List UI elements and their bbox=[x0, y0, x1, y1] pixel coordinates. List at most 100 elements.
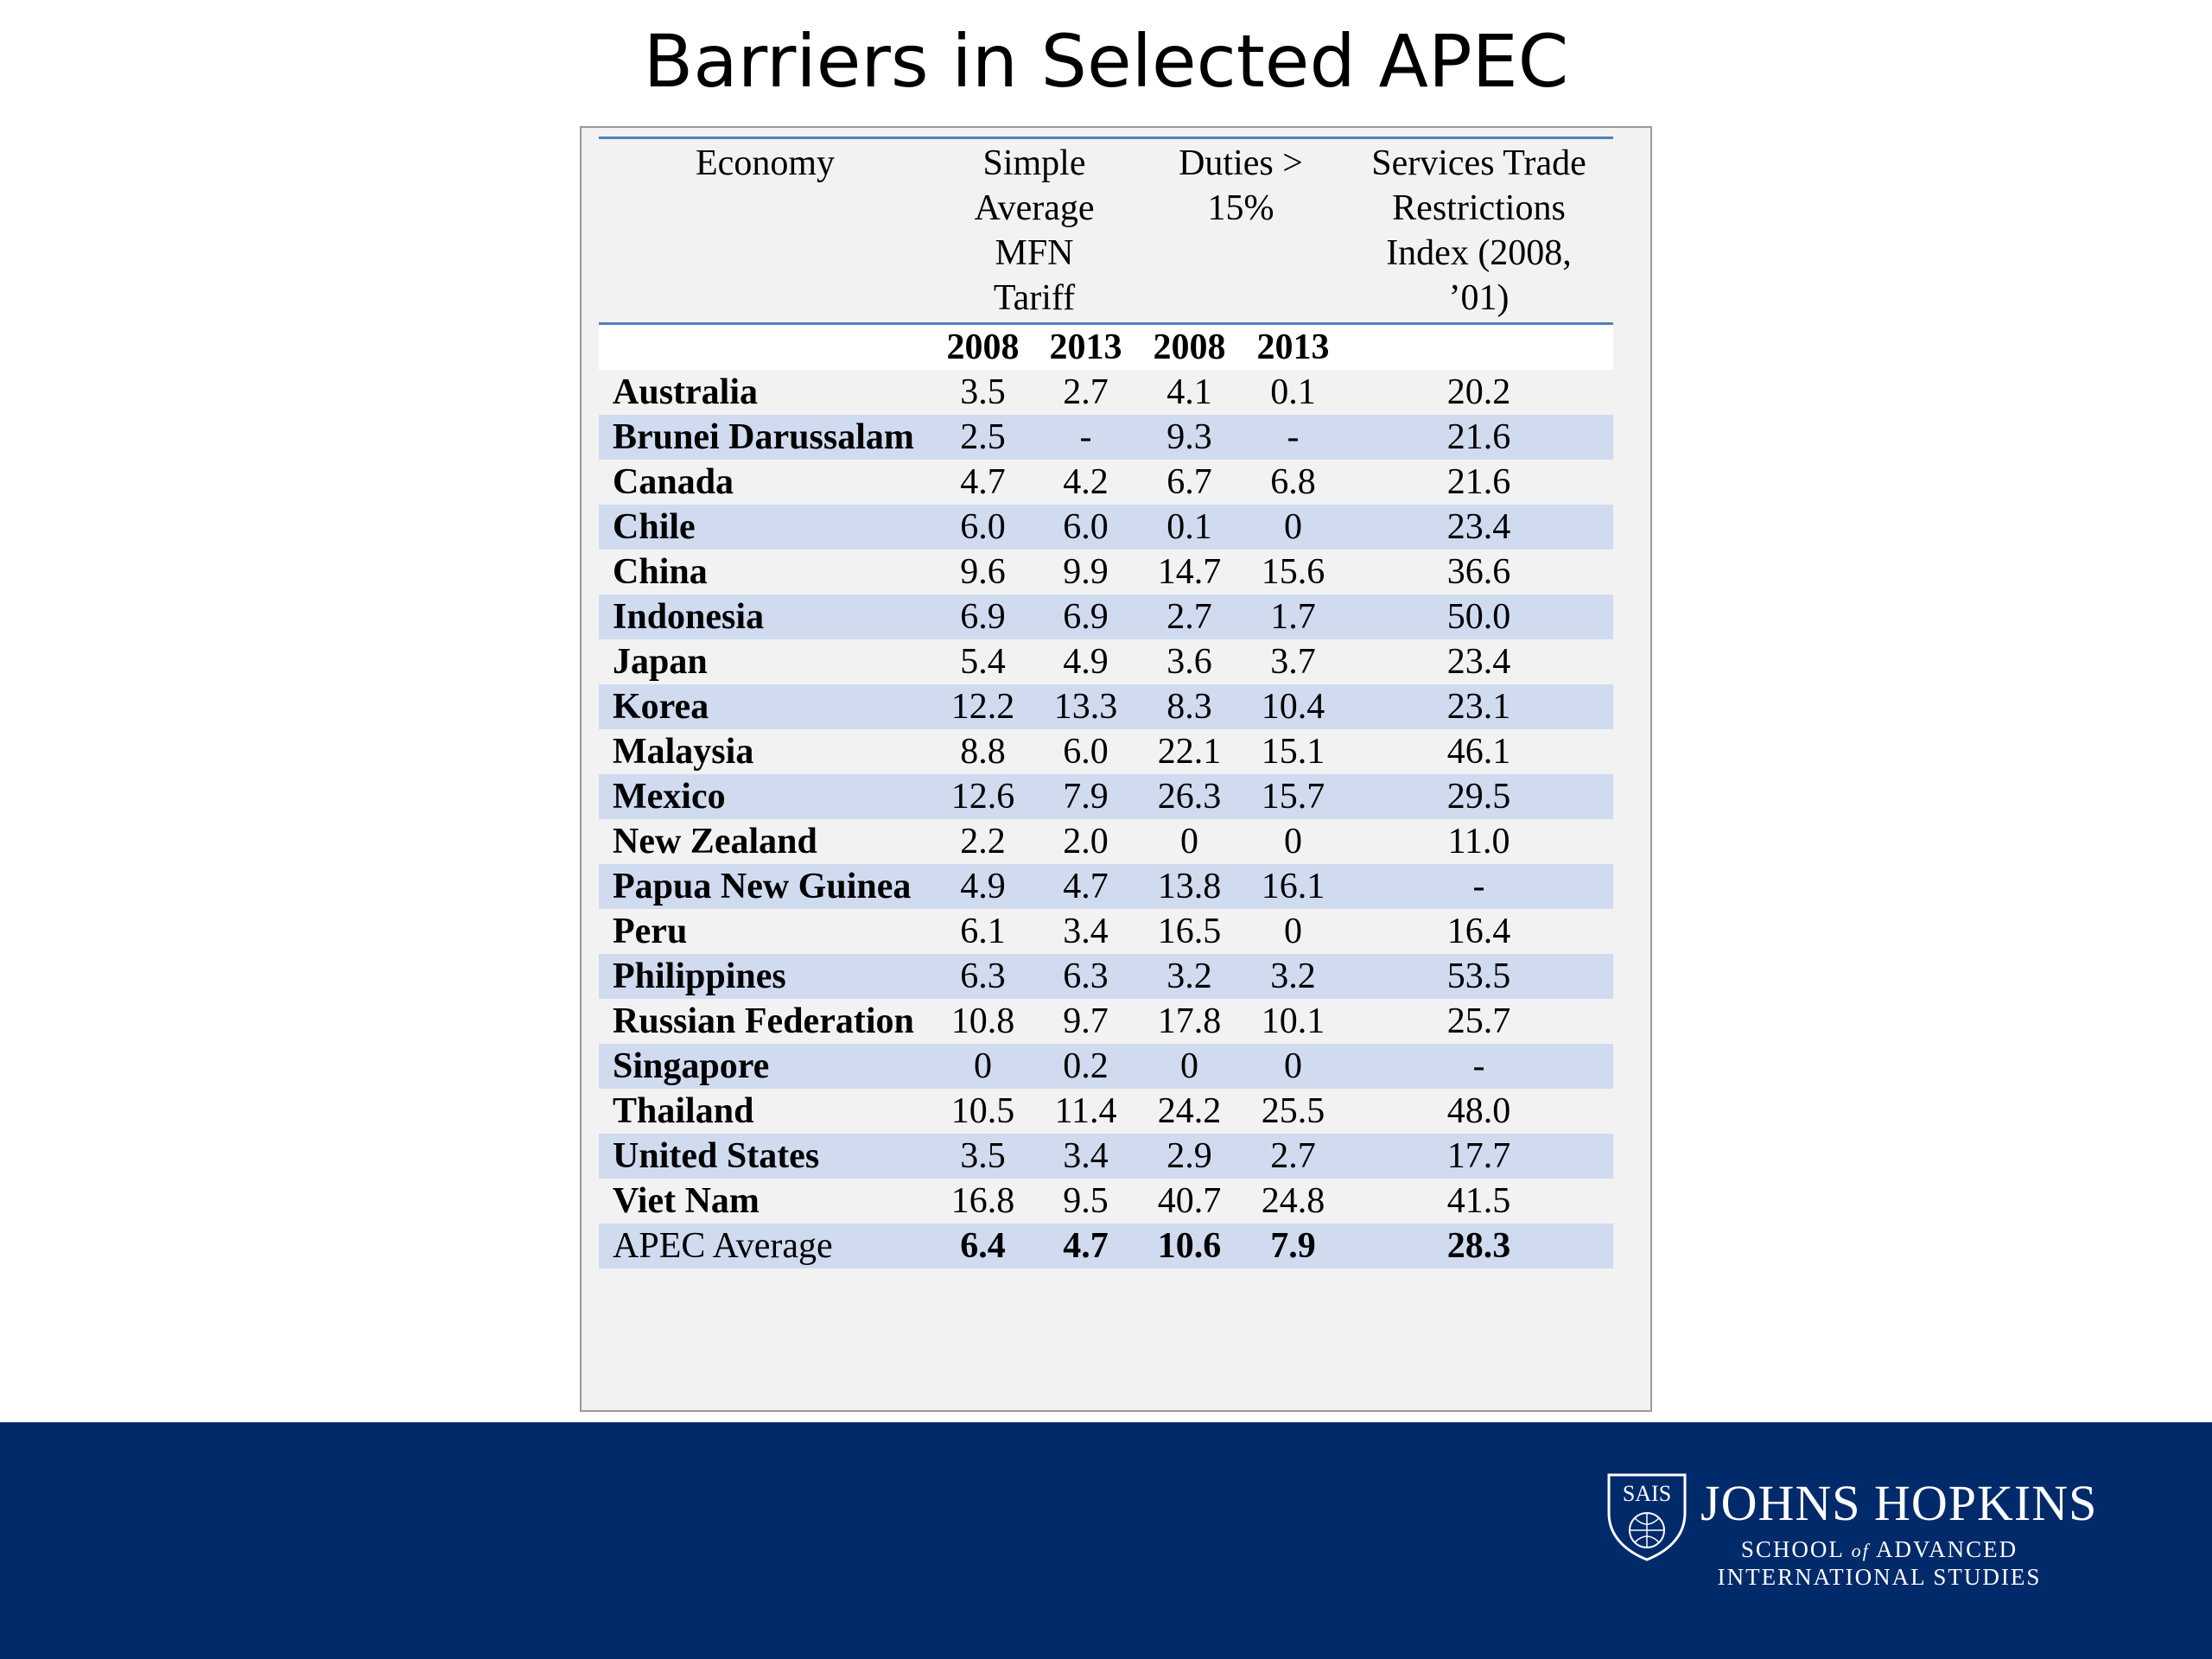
value-cell: 17.7 bbox=[1344, 1134, 1613, 1179]
data-row: Canada 4.7 4.2 6.7 6.8 21.6 bbox=[599, 460, 1613, 505]
value-cell: 3.4 bbox=[1034, 909, 1137, 954]
data-row: New Zealand 2.2 2.0 0 0 11.0 bbox=[599, 819, 1613, 864]
header-line: Index (2008, bbox=[1386, 233, 1572, 273]
economy-cell: Viet Nam bbox=[599, 1179, 931, 1224]
value-cell: 53.5 bbox=[1344, 954, 1613, 999]
value-cell: 11.0 bbox=[1344, 819, 1613, 864]
value-cell: 2.7 bbox=[1137, 594, 1242, 639]
value-cell: 0 bbox=[1242, 505, 1344, 550]
header-line: Economy bbox=[696, 143, 835, 183]
value-cell: 5.4 bbox=[931, 639, 1034, 684]
value-cell: 22.1 bbox=[1137, 729, 1242, 774]
value-cell: 25.5 bbox=[1242, 1089, 1344, 1134]
economy-cell: China bbox=[599, 550, 931, 594]
value-cell: 2.2 bbox=[931, 819, 1034, 864]
economy-cell: Philippines bbox=[599, 954, 931, 999]
value-cell: 10.1 bbox=[1242, 999, 1344, 1044]
data-row: Viet Nam 16.8 9.5 40.7 24.8 41.5 bbox=[599, 1179, 1613, 1224]
total-row: APEC Average 6.4 4.7 10.6 7.9 28.3 bbox=[599, 1224, 1613, 1268]
value-cell: - bbox=[1034, 415, 1137, 460]
header-line: Services Trade bbox=[1371, 143, 1586, 183]
value-cell: 2.9 bbox=[1137, 1134, 1242, 1179]
data-row: Brunei Darussalam 2.5-9.3-21.6 bbox=[599, 415, 1613, 460]
value-cell: 0 bbox=[1242, 909, 1344, 954]
value-cell: 2.7 bbox=[1034, 370, 1137, 415]
value-cell: 9.6 bbox=[931, 550, 1034, 594]
value-cell: - bbox=[1344, 1044, 1613, 1089]
economy-cell: Singapore bbox=[599, 1044, 931, 1089]
economy-cell: Korea bbox=[599, 684, 931, 729]
value-cell: 6.9 bbox=[1034, 594, 1137, 639]
economy-cell: Peru bbox=[599, 909, 931, 954]
value-cell: 7.9 bbox=[1034, 774, 1137, 819]
header-line: Average bbox=[974, 188, 1095, 228]
value-cell: 6.3 bbox=[931, 954, 1034, 999]
value-cell: 0 bbox=[1137, 1044, 1242, 1089]
data-row: Australia 3.5 2.7 4.1 0.1 20.2 bbox=[599, 370, 1613, 415]
value-cell: 23.1 bbox=[1344, 684, 1613, 729]
value-cell: 8.3 bbox=[1137, 684, 1242, 729]
value-cell: 2.7 bbox=[1242, 1134, 1344, 1179]
value-cell: 12.6 bbox=[931, 774, 1034, 819]
value-cell: 6.0 bbox=[1034, 729, 1137, 774]
value-cell: 9.9 bbox=[1034, 550, 1137, 594]
economy-cell: Mexico bbox=[599, 774, 931, 819]
value-cell: 9.3 bbox=[1137, 415, 1242, 460]
value-cell: 24.8 bbox=[1242, 1179, 1344, 1224]
header-line: Restrictions bbox=[1392, 188, 1566, 228]
university-name: JOHNS HOPKINS bbox=[1700, 1475, 2098, 1531]
value-cell: 3.7 bbox=[1242, 639, 1344, 684]
data-row: Korea 12.2 13.3 8.3 10.4 23.1 bbox=[599, 684, 1613, 729]
header-cell: Duties > 15% bbox=[1137, 137, 1344, 325]
value-cell: 6.3 bbox=[1034, 954, 1137, 999]
value-cell: 23.4 bbox=[1344, 505, 1613, 550]
data-row: United States 3.5 3.4 2.9 2.7 17.7 bbox=[599, 1134, 1613, 1179]
value-cell: 0 bbox=[1242, 819, 1344, 864]
value-cell: 41.5 bbox=[1344, 1179, 1613, 1224]
value-cell: 13.3 bbox=[1034, 684, 1137, 729]
value-cell: 10.6 bbox=[1137, 1224, 1242, 1268]
value-cell: 6.4 bbox=[931, 1224, 1034, 1268]
value-cell: 6.0 bbox=[1034, 505, 1137, 550]
value-cell: 16.1 bbox=[1242, 864, 1344, 909]
blank-cell bbox=[599, 323, 931, 370]
value-cell: 9.5 bbox=[1034, 1179, 1137, 1224]
value-cell: 4.7 bbox=[1034, 864, 1137, 909]
value-cell: 48.0 bbox=[1344, 1089, 1613, 1134]
value-cell: 13.8 bbox=[1137, 864, 1242, 909]
value-cell: - bbox=[1344, 864, 1613, 909]
years-row: 2008 2013 2008 2013 bbox=[599, 323, 1613, 370]
data-row: Singapore 0 0.2 0 0- bbox=[599, 1044, 1613, 1089]
blank-cell bbox=[1344, 323, 1613, 370]
data-row: Mexico 12.6 7.9 26.3 15.7 29.5 bbox=[599, 774, 1613, 819]
value-cell: 25.7 bbox=[1344, 999, 1613, 1044]
value-cell: 0.2 bbox=[1034, 1044, 1137, 1089]
value-cell: 12.2 bbox=[931, 684, 1034, 729]
value-cell: 2.0 bbox=[1034, 819, 1137, 864]
year-cell: 2008 bbox=[1137, 323, 1242, 370]
value-cell: 20.2 bbox=[1344, 370, 1613, 415]
header-line: Duties > bbox=[1179, 143, 1303, 183]
year-cell: 2013 bbox=[1034, 323, 1137, 370]
value-cell: 1.7 bbox=[1242, 594, 1344, 639]
header-line: ’01) bbox=[1448, 278, 1510, 318]
value-cell: 15.7 bbox=[1242, 774, 1344, 819]
value-cell: 16.5 bbox=[1137, 909, 1242, 954]
value-cell: 50.0 bbox=[1344, 594, 1613, 639]
value-cell: 10.4 bbox=[1242, 684, 1344, 729]
economy-cell: Brunei Darussalam bbox=[599, 415, 931, 460]
economy-cell: Russian Federation bbox=[599, 999, 931, 1044]
value-cell: 17.8 bbox=[1137, 999, 1242, 1044]
value-cell: 10.8 bbox=[931, 999, 1034, 1044]
value-cell: 0.1 bbox=[1242, 370, 1344, 415]
data-row: Papua New Guinea 4.9 4.7 13.8 16.1- bbox=[599, 864, 1613, 909]
value-cell: 0 bbox=[1137, 819, 1242, 864]
value-cell: 15.6 bbox=[1242, 550, 1344, 594]
value-cell: 4.9 bbox=[1034, 639, 1137, 684]
value-cell: 3.2 bbox=[1137, 954, 1242, 999]
value-cell: 15.1 bbox=[1242, 729, 1344, 774]
data-row: Indonesia 6.9 6.9 2.7 1.7 50.0 bbox=[599, 594, 1613, 639]
header-cell: Services Trade Restrictions Index (2008, ’0… bbox=[1344, 137, 1613, 325]
advanced-word: ADVANCED bbox=[1876, 1536, 2018, 1562]
value-cell: 21.6 bbox=[1344, 415, 1613, 460]
